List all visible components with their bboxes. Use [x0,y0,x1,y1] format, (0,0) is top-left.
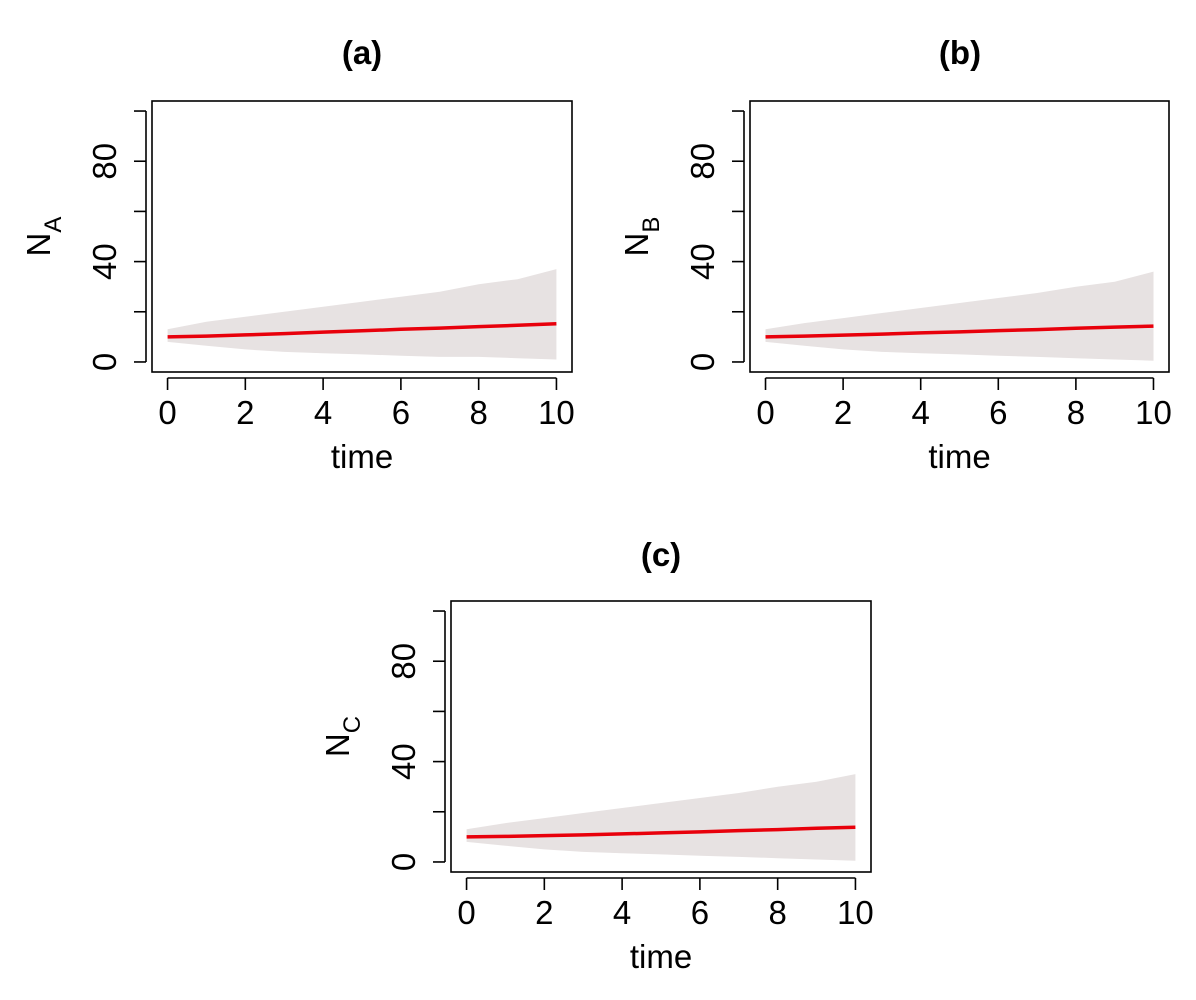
y-tick-label: 40 [86,243,123,280]
panel-b: (b) 0 2 4 6 8 10 time 0 40 80 NB [618,34,1172,475]
x-tick-label: 6 [392,394,410,431]
simulation-band [167,269,557,360]
y-axis-label-subscript: A [40,217,67,233]
y-axis-label: NB [618,217,665,257]
x-axis-label: time [331,438,393,475]
y-axis-label-subscript: C [339,716,366,733]
x-tick-label: 8 [768,894,786,931]
x-tick-label: 10 [1135,394,1172,431]
x-tick-label: 8 [469,394,487,431]
x-tick-label: 0 [457,894,475,931]
plot-frame [450,600,872,873]
mean-line [167,322,557,339]
panel-title-a: (a) [342,34,382,71]
simulation-band [466,774,856,861]
y-axis-label: NA [20,217,67,257]
simulation-band [765,271,1154,361]
y-axis-label-main: N [319,733,356,757]
x-axis-label: time [928,438,990,475]
x-tick-label: 4 [613,894,631,931]
y-tick-label: 40 [385,743,422,780]
x-tick-label: 8 [1067,394,1085,431]
x-tick-label: 2 [535,894,553,931]
y-axis-label-main: N [20,233,57,257]
x-tick-label: 10 [538,394,575,431]
x-tick-label: 4 [314,394,332,431]
plot-frame [151,100,573,373]
x-tick-label: 6 [691,894,709,931]
x-tick-label: 6 [989,394,1007,431]
panel-a: (a) 0 2 4 6 8 10 time 0 40 80 NA [20,34,575,475]
y-axis-label: NC [319,716,366,757]
panel-c: (c) 0 2 4 6 8 10 time 0 40 80 NC [319,536,874,975]
y-tick-label: 80 [86,143,123,180]
x-tick-label: 4 [912,394,930,431]
y-tick-label: 40 [684,243,721,280]
plot-frame [749,100,1170,373]
y-tick-label: 0 [86,353,123,371]
panel-title-b: (b) [939,34,981,71]
y-tick-label: 80 [684,143,721,180]
x-tick-label: 2 [834,394,852,431]
x-tick-label: 0 [158,394,176,431]
x-tick-label: 0 [756,394,774,431]
y-tick-label: 0 [684,353,721,371]
panel-title-c: (c) [641,536,681,573]
x-tick-label: 2 [236,394,254,431]
y-tick-label: 0 [385,853,422,871]
y-axis-label-subscript: B [638,217,665,233]
x-tick-label: 10 [837,894,874,931]
y-axis-label-main: N [618,233,655,257]
mean-line [466,825,856,839]
mean-line [765,324,1154,339]
x-axis-label: time [630,938,692,975]
y-tick-label: 80 [385,643,422,680]
